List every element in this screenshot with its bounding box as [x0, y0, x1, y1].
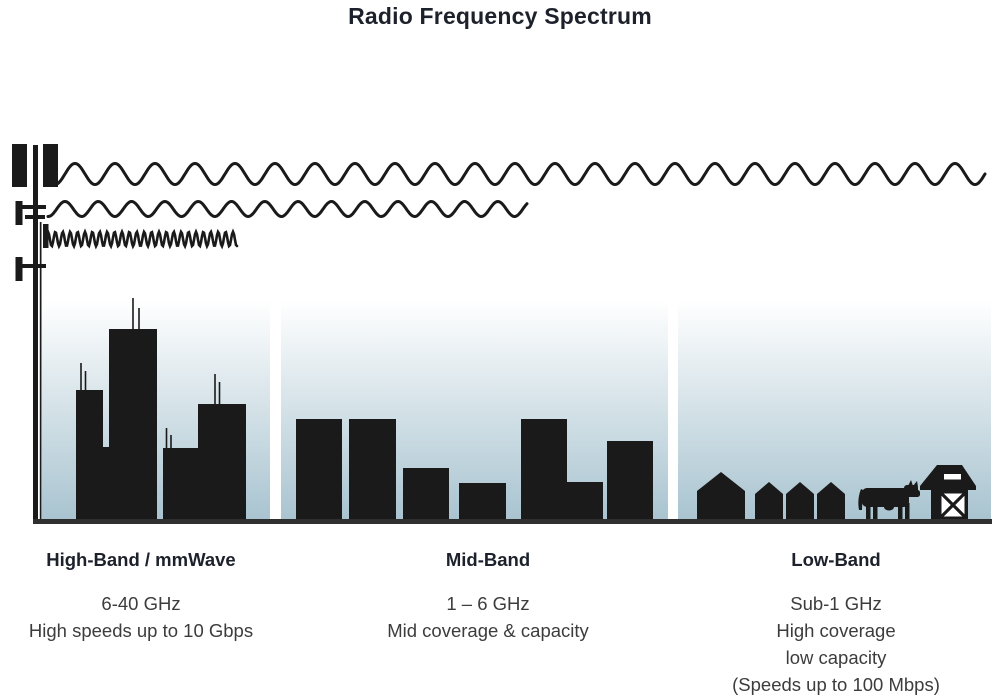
band-description-mid: Mid coverage & capacity	[387, 620, 589, 641]
building	[607, 441, 653, 521]
tower-crossarm	[16, 264, 46, 268]
skyscraper	[76, 390, 103, 521]
building	[349, 419, 396, 521]
mid-band-coverage-gradient	[281, 300, 668, 519]
band-description-low: low capacity	[785, 647, 887, 668]
antenna-panel-left	[12, 144, 27, 187]
tower-mast	[33, 145, 38, 522]
skyscraper	[163, 448, 198, 521]
house	[697, 472, 745, 521]
mid-band-skyline-icon	[296, 419, 653, 521]
cow-ear	[913, 481, 918, 487]
cow-leg	[898, 503, 903, 519]
high-band-label-block: High-Band / mmWave 6-40 GHz High speeds …	[29, 548, 253, 644]
cow-leg	[873, 503, 878, 519]
band-name-mid: Mid-Band	[445, 549, 531, 570]
low-frequency-wave-icon	[55, 161, 987, 187]
antenna-panel-mid	[15, 201, 23, 225]
house	[817, 482, 845, 521]
cow-horn	[908, 480, 913, 486]
skyscraper	[103, 447, 110, 521]
house	[755, 482, 783, 521]
building	[403, 468, 449, 521]
radio-waves	[44, 161, 987, 250]
low-band-label-block: Low-Band Sub-1 GHz High coverage low cap…	[732, 548, 940, 698]
antenna-stub	[43, 224, 49, 248]
band-description-low: (Speeds up to 100 Mbps)	[732, 674, 940, 695]
band-description-low: High coverage	[776, 620, 896, 641]
low-band-houses-icon	[697, 472, 845, 521]
band-description-high: High speeds up to 10 Gbps	[28, 620, 254, 641]
band-frequency-mid: 1 – 6 GHz	[446, 593, 530, 614]
skyscraper	[109, 329, 157, 521]
cow-icon	[858, 480, 920, 519]
cow-snout	[913, 490, 920, 497]
barn-loft-vent	[944, 474, 961, 480]
mid-band-label-block: Mid-Band 1 – 6 GHz Mid coverage & capaci…	[387, 548, 589, 644]
high-band-skyline-icon	[76, 298, 246, 521]
band-name-low: Low-Band	[791, 549, 881, 570]
cow-udder	[884, 503, 894, 511]
antenna-panel-right	[43, 144, 58, 187]
building	[459, 483, 506, 521]
barn-door-brace	[940, 492, 966, 518]
tower-guy-line	[39, 222, 42, 519]
mid-frequency-wave-icon	[46, 199, 529, 219]
antenna-panel-low	[15, 257, 23, 281]
high-frequency-wave-icon	[44, 228, 239, 250]
cow-body	[862, 488, 909, 507]
building	[567, 482, 603, 521]
cow-leg	[866, 503, 871, 519]
band-frequency-high: 6-40 GHz	[101, 593, 181, 614]
skyscraper	[198, 404, 246, 521]
cow-leg	[905, 503, 910, 519]
barn-icon	[920, 465, 976, 521]
tower-crossarm	[16, 205, 46, 209]
cell-tower-icon	[12, 144, 58, 522]
building	[521, 419, 567, 521]
house	[786, 482, 814, 521]
tower-crossarm	[25, 215, 45, 219]
ground-baseline	[33, 519, 992, 524]
building	[296, 419, 342, 521]
band-name-high: High-Band / mmWave	[46, 549, 236, 570]
page-title: Radio Frequency Spectrum	[348, 3, 652, 29]
band-frequency-low: Sub-1 GHz	[790, 593, 882, 614]
